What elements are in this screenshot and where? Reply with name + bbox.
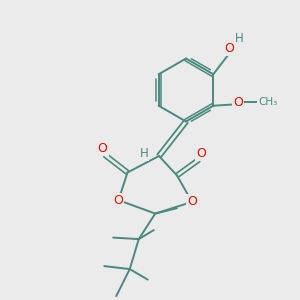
Text: H: H — [140, 147, 148, 160]
Text: O: O — [233, 96, 243, 109]
Text: O: O — [224, 42, 234, 55]
Text: CH₃: CH₃ — [258, 98, 278, 107]
Text: H: H — [235, 32, 244, 45]
Text: O: O — [187, 195, 197, 208]
Text: O: O — [196, 147, 206, 160]
Text: O: O — [98, 142, 107, 155]
Text: O: O — [114, 194, 123, 207]
